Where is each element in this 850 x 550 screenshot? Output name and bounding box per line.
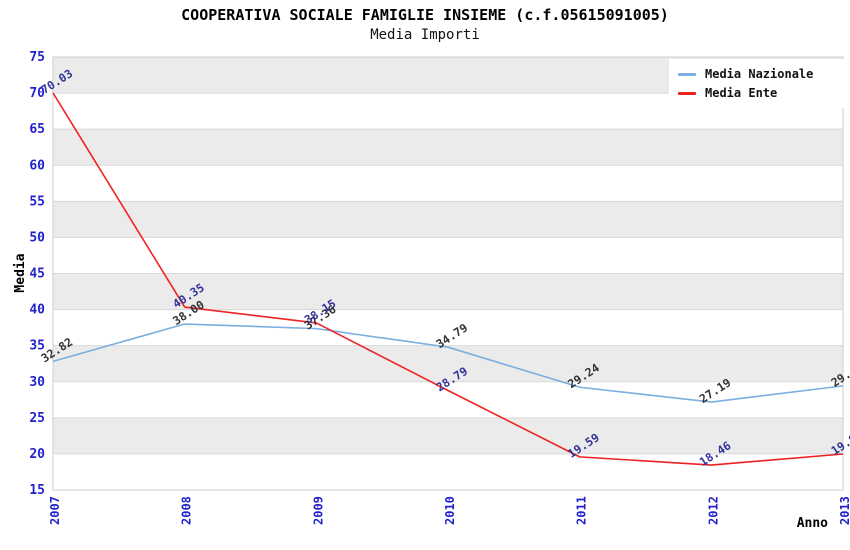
x-tick-label: 2011 [575,496,589,525]
x-axis-title: Anno [797,516,828,531]
x-tick-label: 2008 [180,496,194,525]
series-line-media-ente [52,92,844,466]
y-tick-label: 75 [29,50,45,65]
y-tick-label: 15 [29,483,45,498]
y-tick-label: 30 [29,375,45,390]
plot-band [53,417,843,454]
x-tick-label: 2010 [443,496,457,525]
y-axis-title: Media [13,253,28,292]
y-tick-label: 20 [29,447,45,462]
y-tick-label: 35 [29,339,45,354]
y-tick-label: 55 [29,194,45,209]
x-tick-label: 2009 [311,496,325,525]
x-tick-label: 2007 [48,496,62,525]
legend-item-media-nazionale: Media Nazionale [678,67,845,81]
legend-item-media-ente: Media Ente [678,86,845,100]
legend-swatch-1 [678,91,696,95]
legend-box: Media Nazionale Media Ente [669,59,845,108]
y-tick-label: 25 [29,411,45,426]
x-tick-label: 2013 [838,496,850,525]
chart-title: COOPERATIVA SOCIALE FAMIGLIE INSIEME (c.… [181,6,669,24]
y-tick-label: 60 [29,158,45,173]
y-tick-label: 50 [29,230,45,245]
legend-swatch-0 [678,72,696,76]
plot-border [52,56,844,491]
plot-band [53,201,843,238]
legend-label: Media Ente [705,86,778,100]
x-tick-label: 2012 [706,496,720,525]
plot-band [53,273,843,310]
y-tick-label: 45 [29,267,45,282]
series-line-media-nazionale [52,323,844,403]
plot-band [53,345,843,382]
chart-subtitle: Media Importi [370,27,480,43]
legend-label: Media Nazionale [705,67,814,81]
y-tick-label: 70 [29,86,45,101]
y-tick-label: 65 [29,122,45,137]
plot-band [53,129,843,166]
y-tick-label: 40 [29,303,45,318]
